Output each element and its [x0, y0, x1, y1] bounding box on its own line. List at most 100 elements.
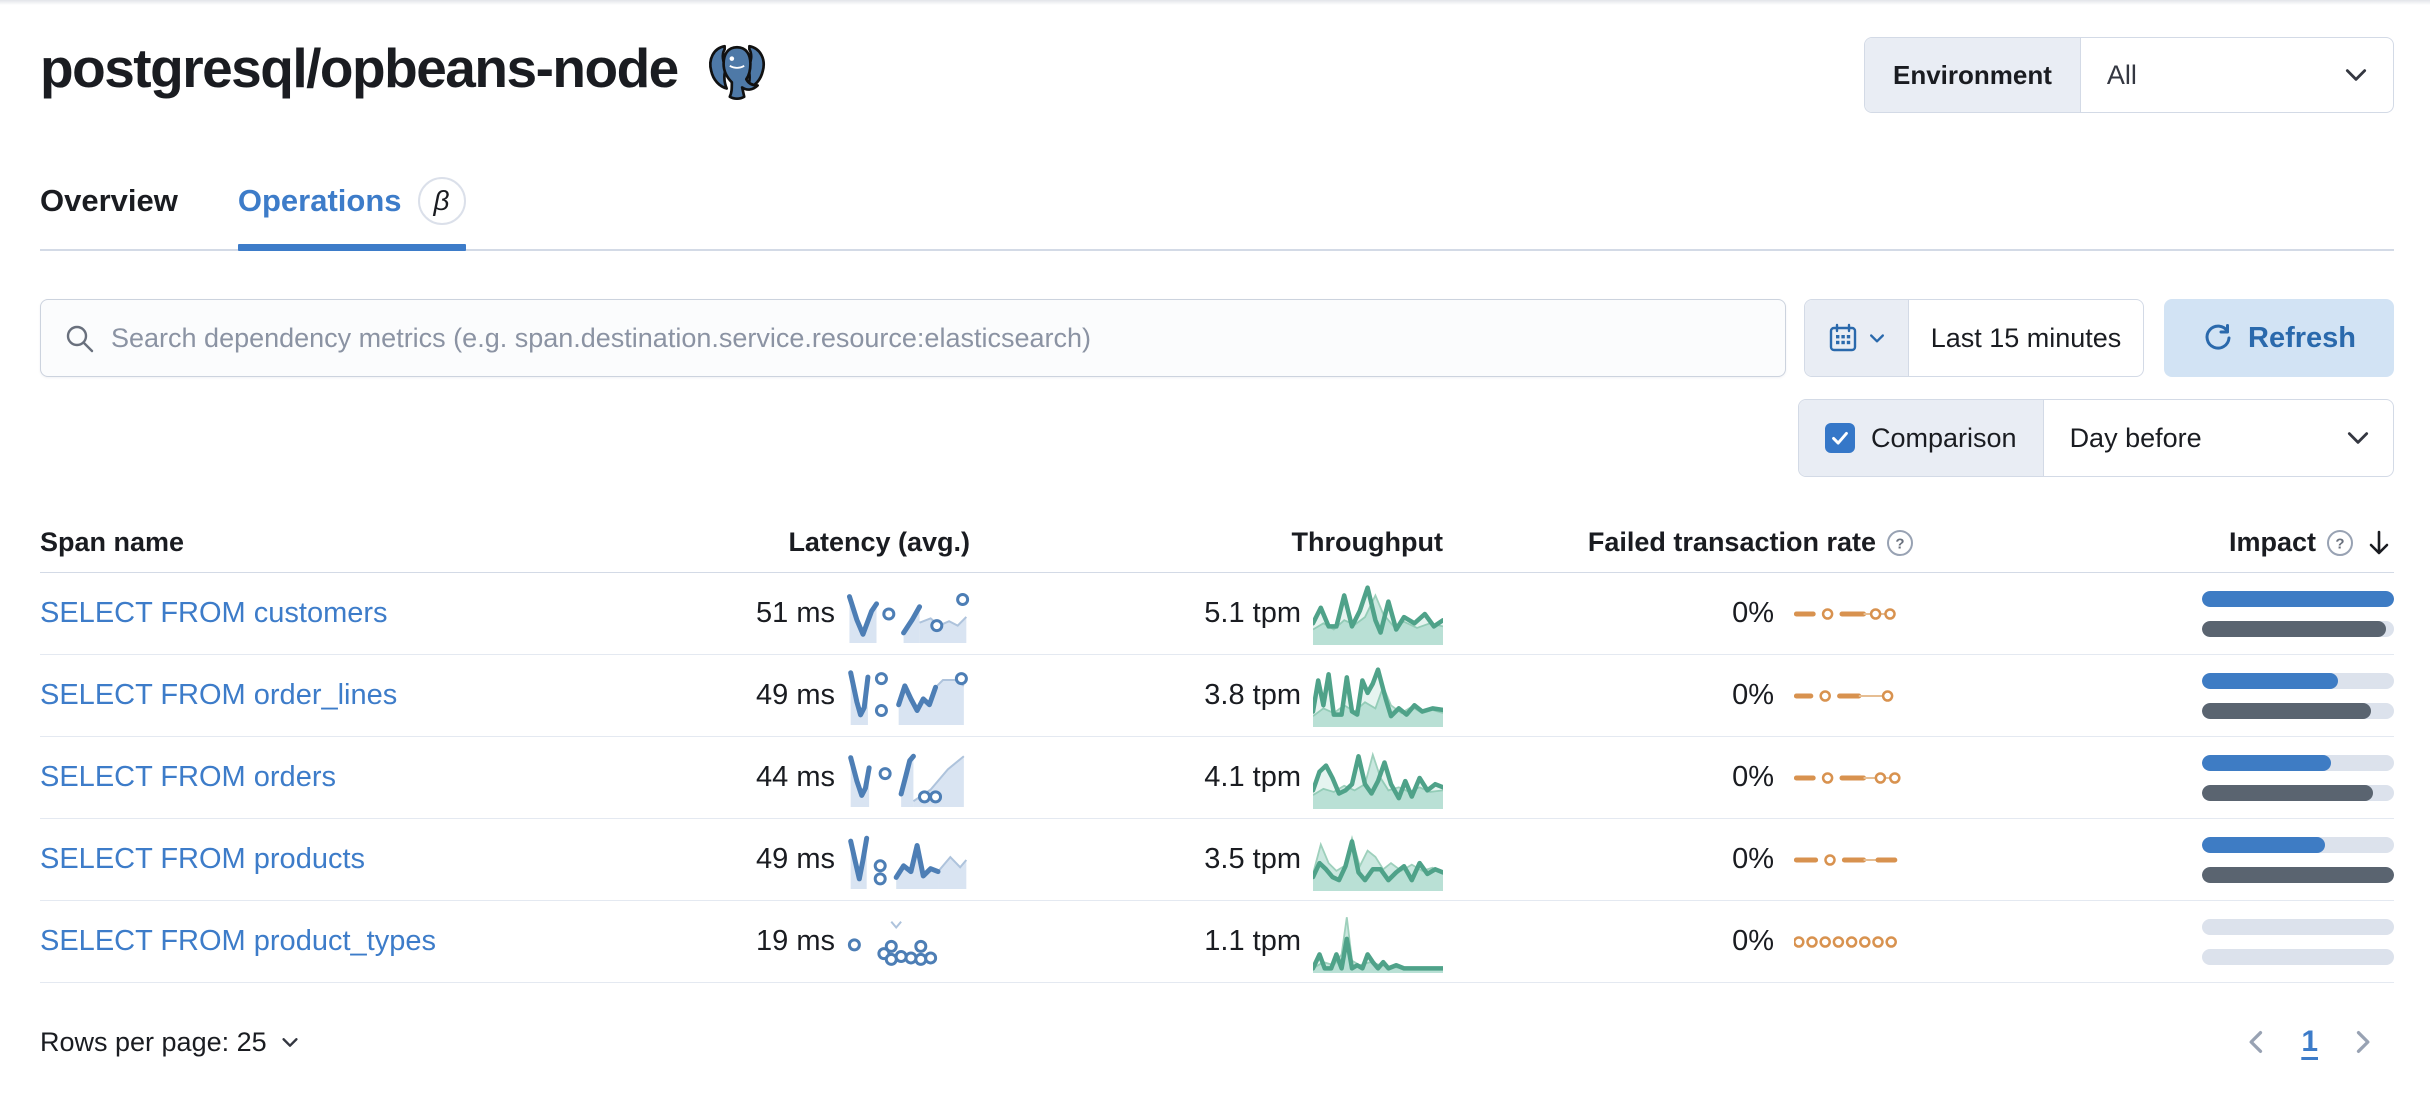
search-bar — [40, 299, 1786, 377]
tab-bar: Overview Operations β — [40, 177, 2394, 251]
refresh-button[interactable]: Refresh — [2164, 299, 2394, 377]
previous-page-button[interactable] — [2243, 1028, 2271, 1056]
query-controls: Last 15 minutes Refresh — [40, 299, 2394, 377]
pagination: 1 — [2243, 1025, 2394, 1059]
span-name-link[interactable]: SELECT FROM products — [40, 843, 366, 875]
table-row: SELECT FROM customers 51 ms 5.1 tpm 0% — [40, 573, 2394, 655]
chevron-right-icon — [2356, 1031, 2370, 1053]
latency-value: 51 ms — [756, 597, 835, 629]
table-row: SELECT FROM order_lines 49 ms 3.8 tpm 0% — [40, 655, 2394, 737]
failed-rate-value: 0% — [1732, 597, 1774, 629]
impact-bars — [2202, 754, 2394, 801]
postgresql-logo-icon — [708, 44, 765, 101]
page-header: postgresql/opbeans-node Environment All — [40, 33, 2394, 113]
throughput-sparkline-chart — [1313, 666, 1443, 727]
latency-value: 49 ms — [756, 679, 835, 711]
comparison-toggle[interactable]: Comparison — [1799, 400, 2044, 476]
comparison-select-value: Day before — [2069, 422, 2202, 453]
table-header-row: Span name Latency (avg.) Throughput Fail… — [40, 527, 2394, 573]
tab-operations[interactable]: Operations β — [237, 177, 466, 251]
failed-rate-sparkline-chart — [1794, 689, 1894, 702]
latency-sparkline-chart — [847, 592, 970, 643]
latency-sparkline-chart — [847, 920, 938, 966]
operations-table: Span name Latency (avg.) Throughput Fail… — [40, 527, 2394, 1059]
impact-bar-current — [2202, 836, 2325, 853]
dependency-operations-page: postgresql/opbeans-node Environment All … — [0, 33, 2430, 1059]
impact-bars — [2202, 672, 2394, 719]
failed-rate-value: 0% — [1732, 761, 1774, 793]
environment-select[interactable]: All — [2081, 38, 2393, 112]
impact-bar-previous — [2202, 702, 2371, 719]
table-row: SELECT FROM product_types 19 ms 1.1 tpm … — [40, 901, 2394, 983]
throughput-sparkline-chart — [1313, 834, 1443, 891]
search-input[interactable] — [111, 322, 1773, 354]
chevron-down-icon — [1869, 334, 1884, 343]
page-number[interactable]: 1 — [2301, 1025, 2318, 1058]
sort-desc-icon — [2369, 530, 2389, 554]
chevron-down-icon — [2347, 432, 2369, 444]
beta-badge: β — [417, 177, 466, 225]
failed-rate-sparkline-chart — [1794, 935, 1897, 948]
comparison-select[interactable]: Day before — [2044, 400, 2393, 476]
throughput-sparkline-chart — [1313, 584, 1443, 645]
tab-overview[interactable]: Overview — [40, 183, 178, 218]
table-body: SELECT FROM customers 51 ms 5.1 tpm 0% — [40, 573, 2394, 983]
impact-bar-previous — [2202, 784, 2373, 801]
impact-bar-current — [2202, 754, 2331, 771]
table-row: SELECT FROM orders 44 ms 4.1 tpm 0% — [40, 737, 2394, 819]
svg-text:?: ? — [1895, 535, 1904, 552]
impact-bar-previous — [2202, 620, 2387, 637]
question-icon[interactable]: ? — [1886, 529, 1914, 557]
failed-rate-value: 0% — [1732, 843, 1774, 875]
column-header-latency[interactable]: Latency (avg.) — [788, 527, 970, 557]
latency-sparkline-chart — [848, 753, 965, 807]
top-shadow — [0, 0, 2430, 5]
failed-rate-sparkline-chart — [1794, 853, 1898, 866]
environment-filter-label: Environment — [1865, 38, 2081, 112]
impact-bar-previous — [2202, 866, 2394, 883]
page-title: postgresql/opbeans-node — [40, 37, 679, 100]
throughput-value: 3.5 tpm — [1204, 843, 1301, 875]
comparison-group: Comparison Day before — [1798, 399, 2394, 477]
comparison-label: Comparison — [1871, 422, 2017, 453]
column-header-throughput[interactable]: Throughput — [1291, 527, 1443, 557]
calendar-icon — [1829, 323, 1856, 352]
latency-value: 49 ms — [756, 843, 835, 875]
chevron-down-icon — [282, 1038, 298, 1047]
latency-sparkline-chart — [848, 835, 968, 889]
time-range-value[interactable]: Last 15 minutes — [1930, 322, 2122, 353]
question-icon[interactable]: ? — [2326, 529, 2354, 557]
latency-value: 44 ms — [756, 761, 835, 793]
failed-rate-value: 0% — [1732, 925, 1774, 957]
refresh-icon — [2205, 324, 2231, 350]
chevron-left-icon — [2249, 1031, 2263, 1053]
next-page-button[interactable] — [2348, 1028, 2376, 1056]
table-footer: Rows per page: 25 1 — [40, 1025, 2394, 1059]
column-header-impact[interactable]: Impact ? — [1914, 527, 2394, 558]
span-name-link[interactable]: SELECT FROM orders — [40, 761, 336, 793]
rows-per-page-button[interactable]: Rows per page: 25 — [40, 1027, 301, 1058]
throughput-sparkline-chart — [1313, 751, 1443, 809]
environment-select-value: All — [2106, 59, 2137, 90]
impact-bars — [2202, 590, 2394, 637]
throughput-value: 3.8 tpm — [1204, 679, 1301, 711]
column-header-failed-rate[interactable]: Failed transaction rate ? — [1443, 527, 1914, 558]
column-header-span-name: Span name — [40, 527, 185, 557]
quick-select-button[interactable] — [1805, 300, 1909, 376]
impact-bars — [2202, 918, 2394, 965]
chevron-down-icon — [2345, 69, 2367, 81]
failed-rate-sparkline-chart — [1794, 607, 1896, 620]
impact-bars — [2202, 836, 2394, 883]
impact-bar-current — [2202, 672, 2339, 689]
comparison-checkbox[interactable] — [1825, 423, 1855, 453]
throughput-sparkline-chart — [1313, 916, 1443, 973]
impact-bar-current — [2202, 590, 2394, 607]
check-icon — [1832, 431, 1848, 445]
latency-value: 19 ms — [756, 925, 835, 957]
span-name-link[interactable]: SELECT FROM order_lines — [40, 679, 398, 711]
throughput-value: 4.1 tpm — [1204, 761, 1301, 793]
span-name-link[interactable]: SELECT FROM product_types — [40, 925, 436, 957]
throughput-value: 5.1 tpm — [1204, 597, 1301, 629]
span-name-link[interactable]: SELECT FROM customers — [40, 597, 388, 629]
table-row: SELECT FROM products 49 ms 3.5 tpm 0% — [40, 819, 2394, 901]
